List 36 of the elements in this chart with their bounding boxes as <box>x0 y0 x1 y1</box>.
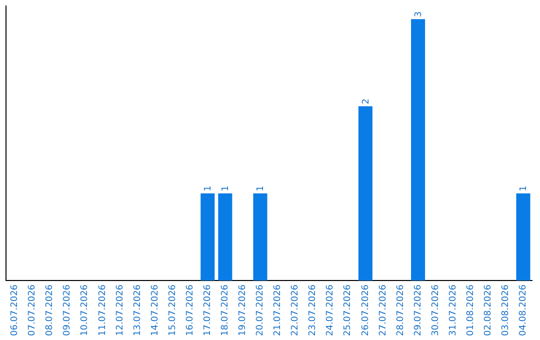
x-tick-label: 23.07.2026 <box>308 284 318 336</box>
x-tick-label: 31.07.2026 <box>448 284 458 336</box>
x-tick-label: 04.08.2026 <box>518 284 529 336</box>
x-tick-label: 08.07.2026 <box>45 284 56 336</box>
x-tick-label: 28.07.2026 <box>396 284 406 336</box>
x-tick-label: 11.07.2026 <box>98 284 108 336</box>
x-tick-label: 30.07.2026 <box>430 284 441 336</box>
data-label: 1 <box>256 186 266 192</box>
x-tick-label: 18.07.2026 <box>220 284 231 336</box>
x-tick-label: 09.07.2026 <box>62 284 73 336</box>
x-tick-label: 16.07.2026 <box>185 284 196 336</box>
x-tick-label: 14.07.2026 <box>150 284 160 336</box>
x-tick-label: 13.07.2026 <box>132 284 143 336</box>
x-tick-label: 27.07.2026 <box>378 284 388 336</box>
x-tick-label: 15.07.2026 <box>168 284 178 336</box>
data-label: 2 <box>361 98 372 104</box>
x-tick-label: 17.07.2026 <box>202 284 213 336</box>
x-tick-label: 21.07.2026 <box>273 284 284 336</box>
x-tick-label: 25.07.2026 <box>343 284 354 336</box>
x-tick-label: 24.07.2026 <box>326 284 336 336</box>
x-tick-label: 03.08.2026 <box>501 284 512 336</box>
data-label: 1 <box>519 186 530 192</box>
x-tick-label: 20.07.2026 <box>256 284 266 336</box>
x-tick-label: 06.07.2026 <box>10 284 20 336</box>
x-tick-label: 07.07.2026 <box>28 284 38 336</box>
data-label: 1 <box>204 186 214 192</box>
x-tick-label: 01.08.2026 <box>466 284 476 336</box>
x-tick-label: 22.07.2026 <box>290 284 301 336</box>
x-tick-label: 10.07.2026 <box>80 284 90 336</box>
x-tick-label: 26.07.2026 <box>360 284 371 336</box>
x-tick-label: 19.07.2026 <box>238 284 248 336</box>
x-tick-label: 02.08.2026 <box>484 284 494 336</box>
data-label: 3 <box>414 11 424 18</box>
x-tick-label: 29.07.2026 <box>413 284 424 336</box>
x-tick-label: 12.07.2026 <box>115 284 126 336</box>
data-label: 1 <box>221 186 232 192</box>
